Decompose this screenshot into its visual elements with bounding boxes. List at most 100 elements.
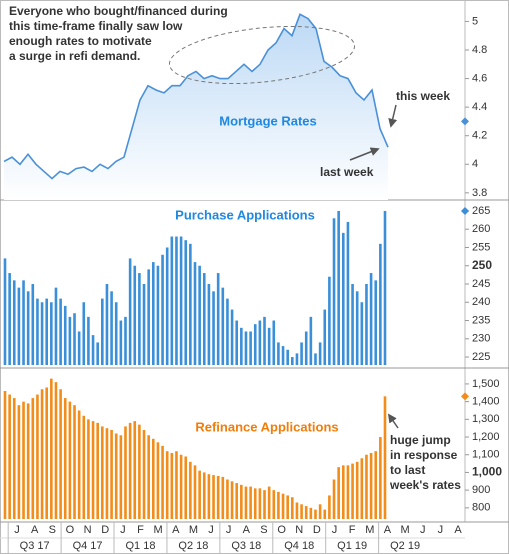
bar — [45, 298, 49, 365]
bar — [22, 280, 25, 365]
bar — [216, 273, 220, 365]
bar — [365, 454, 368, 519]
quarter-label: Q3 18 — [231, 540, 261, 552]
bar — [36, 394, 39, 519]
y-tick-label: 4.8 — [472, 44, 487, 56]
bar — [341, 465, 345, 519]
bar — [22, 401, 25, 519]
x-tick-label: A — [243, 524, 251, 536]
bar — [82, 302, 86, 365]
y-tick-label: 800 — [472, 502, 490, 514]
bar — [304, 506, 308, 519]
bar — [151, 438, 155, 519]
x-tick-label: S — [49, 524, 56, 536]
bar — [193, 262, 197, 365]
highlight-ellipse — [168, 25, 356, 85]
bar — [309, 507, 313, 519]
y-tick-label: 5 — [472, 15, 478, 27]
bar — [101, 426, 104, 519]
bar — [341, 232, 345, 365]
bar — [369, 273, 373, 365]
bar — [161, 254, 164, 365]
bar — [267, 327, 271, 365]
bar — [263, 316, 266, 365]
bar — [355, 291, 359, 365]
x-tick-label: M — [400, 524, 409, 536]
bar — [8, 394, 11, 519]
bar — [73, 313, 76, 365]
bar — [309, 316, 313, 365]
bar — [26, 403, 30, 519]
bar — [179, 454, 183, 519]
x-tick-label: D — [101, 524, 109, 536]
bar — [179, 236, 183, 365]
arrow — [349, 147, 380, 161]
bar — [235, 483, 239, 519]
bar — [82, 415, 86, 519]
bar — [300, 342, 303, 365]
bar — [147, 435, 150, 519]
quarter-label: Q4 18 — [284, 540, 314, 552]
plot-layer: 3.8 4 4.2 4.4 4.6 4.8 5 Mortgage Rates Everyone … — [3, 4, 502, 554]
bar — [202, 472, 206, 519]
bar — [240, 327, 243, 365]
bar — [328, 495, 331, 519]
bar — [328, 276, 331, 365]
x-tick-label: O — [66, 524, 75, 536]
x-tick-label: D — [313, 524, 321, 536]
bar — [286, 495, 289, 519]
bar — [263, 490, 266, 519]
bar — [96, 342, 99, 365]
bar — [105, 428, 109, 519]
quarter-label: Q1 19 — [337, 540, 367, 552]
bar — [138, 424, 141, 519]
x-tick-label: J — [14, 524, 20, 536]
bar — [156, 442, 160, 519]
arrow — [387, 413, 399, 429]
bar — [318, 342, 322, 365]
bar — [365, 284, 368, 365]
bar — [249, 331, 252, 365]
x-tick-label: M — [189, 524, 198, 536]
bar — [281, 493, 285, 519]
last-value-marker — [461, 392, 469, 401]
last-value-marker — [461, 206, 469, 215]
quarter-label: Q2 18 — [178, 540, 208, 552]
bar — [138, 273, 141, 365]
bar — [77, 410, 81, 519]
x-tick-label: J — [226, 524, 232, 536]
x-tick-label: J — [438, 524, 444, 536]
bar — [68, 401, 72, 519]
bar — [3, 258, 7, 365]
bar — [12, 280, 16, 365]
bar — [230, 309, 234, 365]
bar — [369, 452, 373, 519]
bar — [212, 291, 215, 365]
x-tick-label: O — [277, 524, 286, 536]
rate-line — [3, 13, 389, 180]
bar — [272, 320, 276, 365]
bar — [50, 302, 53, 365]
bar — [337, 210, 340, 365]
x-tick-label: F — [349, 524, 356, 536]
bar — [383, 396, 387, 519]
y-tick-label: 1,300 — [472, 413, 500, 425]
y-tick-label: 4 — [472, 158, 478, 170]
bar — [151, 262, 155, 365]
bar — [295, 502, 299, 519]
bar — [184, 240, 188, 365]
x-tick-label: N — [84, 524, 92, 536]
bar — [50, 378, 53, 519]
bar — [235, 320, 239, 365]
y-tick-label: 4.4 — [472, 101, 487, 113]
bar — [87, 419, 90, 519]
bar — [346, 465, 350, 519]
y-tick-label: 1,000 — [472, 465, 502, 479]
bar — [383, 210, 387, 365]
annotation: this week — [396, 89, 450, 103]
y-tick-label: 900 — [472, 484, 490, 496]
bar — [165, 451, 169, 519]
bar — [175, 236, 178, 365]
bar — [323, 509, 327, 519]
